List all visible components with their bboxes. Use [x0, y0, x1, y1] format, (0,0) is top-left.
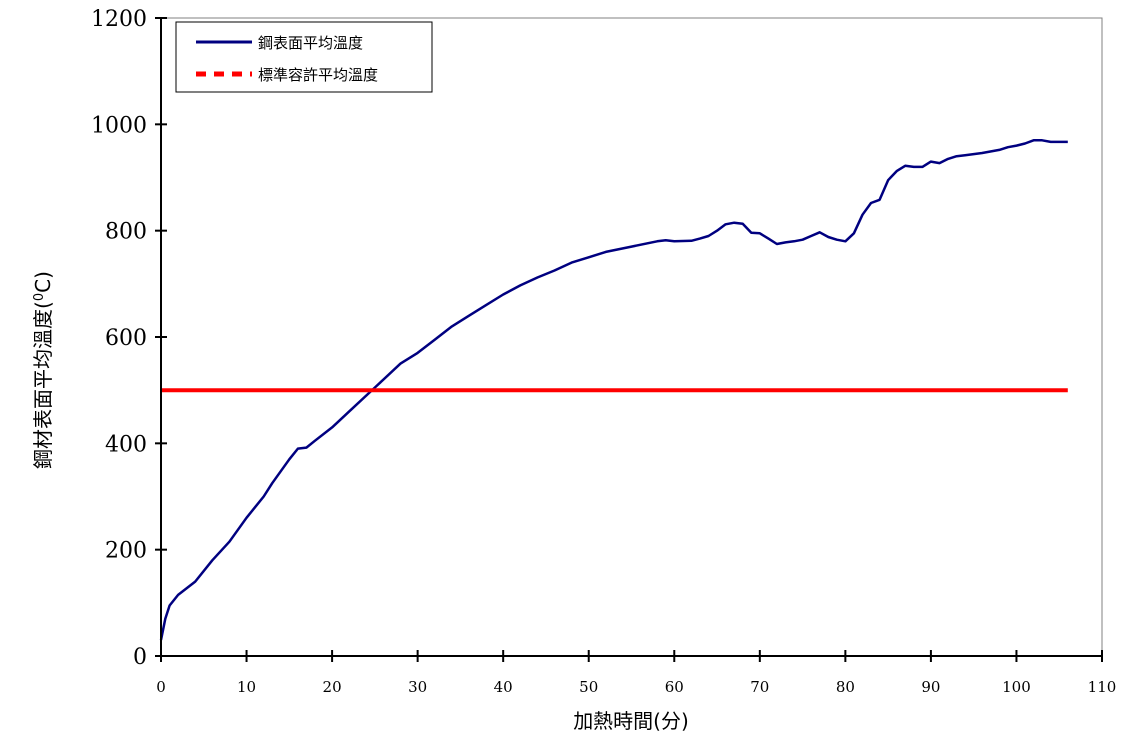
x-tick-label: 40 — [494, 678, 513, 696]
y-axis-title: 鋼材表面平均溫度(0C) — [31, 271, 55, 469]
x-tick-label: 0 — [156, 678, 166, 696]
y-axis-title-main: 鋼材表面平均溫度( — [31, 301, 55, 469]
x-tick-label: 90 — [921, 678, 940, 696]
y-tick-label: 800 — [105, 220, 147, 245]
x-tick-label: 60 — [665, 678, 684, 696]
y-tick-label: 200 — [105, 539, 147, 564]
tick-labels: 0 200 400 600 800 1000 1200 0 10 20 30 40 50 60 70 80 90… — [91, 7, 1116, 696]
y-axis-title-suffix: C) — [31, 271, 55, 293]
y-tick-label: 1200 — [91, 7, 147, 32]
legend: 鋼表面平均溫度 標準容許平均溫度 — [175, 21, 433, 93]
series-layer — [159, 139, 1068, 641]
series-line-1 — [159, 139, 1068, 641]
y-tick-label: 1000 — [91, 113, 147, 138]
legend-label-series-1: 鋼表面平均溫度 — [258, 34, 363, 52]
axes — [155, 17, 1103, 662]
x-tick-label: 110 — [1088, 678, 1117, 696]
plot-area — [160, 17, 1103, 657]
x-tick-label: 30 — [408, 678, 427, 696]
x-tick-label: 20 — [323, 678, 342, 696]
y-axis-title-superscript: 0 — [32, 293, 47, 301]
legend-label-series-2: 標準容許平均溫度 — [258, 66, 378, 84]
y-tick-label: 0 — [133, 645, 147, 670]
x-tick-label: 10 — [237, 678, 256, 696]
y-tick-label: 600 — [105, 326, 147, 351]
x-tick-label: 70 — [750, 678, 769, 696]
legend-box — [175, 21, 433, 93]
x-tick-label: 50 — [579, 678, 598, 696]
plot-border — [160, 17, 1103, 657]
x-axis-title: 加熱時間(分) — [573, 709, 689, 733]
y-tick-label: 400 — [105, 432, 147, 457]
x-tick-label: 80 — [836, 678, 855, 696]
x-tick-label: 100 — [1002, 678, 1031, 696]
